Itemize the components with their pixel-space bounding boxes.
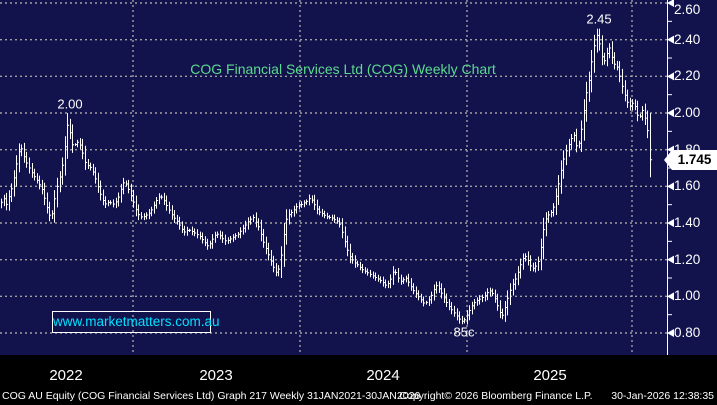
- footer-copyright: Copyright© 2026 Bloomberg Finance L.P.: [399, 390, 593, 402]
- price-axis-label: 1.00: [674, 288, 701, 304]
- bottom-axis-strip: [0, 355, 717, 405]
- price-axis-label: 1.60: [674, 178, 701, 194]
- price-axis-label: 2.60: [674, 2, 701, 17]
- price-axis-label: 0.80: [674, 324, 701, 340]
- price-annotation: 85c: [453, 324, 475, 340]
- footer-security-info: COG AU Equity (COG Financial Services Lt…: [2, 390, 421, 402]
- marketmatters-link[interactable]: www.marketmatters.com.au: [52, 311, 220, 333]
- year-axis-label: 2022: [49, 367, 83, 384]
- price-axis-label: 2.40: [674, 31, 701, 47]
- chart-title: COG Financial Services Ltd (COG) Weekly …: [190, 61, 496, 77]
- price-axis-label: 2.00: [674, 105, 701, 120]
- year-axis-label: 2023: [199, 367, 233, 384]
- footer-timestamp: 30-Jan-2026 12:38:35: [611, 390, 714, 402]
- price-axis-label: 1.20: [674, 251, 701, 267]
- last-price-tag: 1.745: [664, 149, 717, 170]
- price-axis-label: 2.20: [674, 68, 701, 84]
- price-annotation: 2.00: [57, 96, 83, 112]
- year-axis-label: 2025: [533, 367, 567, 384]
- price-axis-label: 1.40: [674, 214, 701, 230]
- year-axis-label: 2024: [366, 367, 400, 384]
- price-annotation: 2.45: [586, 11, 612, 27]
